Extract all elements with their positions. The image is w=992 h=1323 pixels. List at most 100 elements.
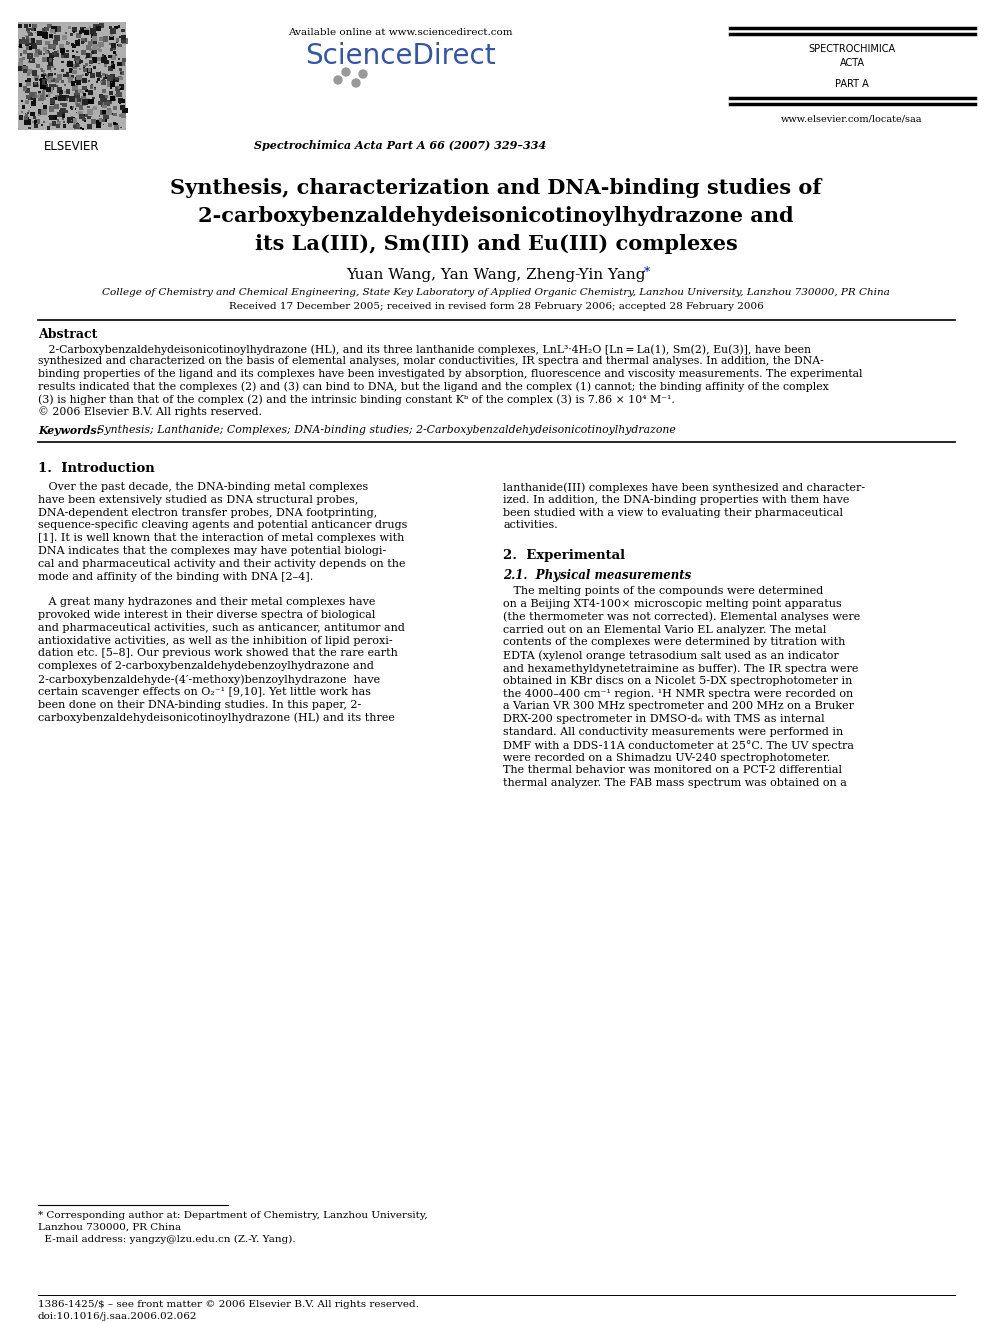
Bar bbox=[34, 123, 36, 124]
Bar bbox=[26, 38, 31, 42]
Circle shape bbox=[359, 70, 367, 78]
Bar bbox=[52, 58, 54, 61]
Bar bbox=[99, 94, 102, 98]
Bar bbox=[94, 87, 95, 89]
Bar bbox=[48, 24, 52, 28]
Bar bbox=[83, 66, 85, 69]
Text: lanthanide(III) complexes have been synthesized and character-: lanthanide(III) complexes have been synt… bbox=[503, 482, 865, 492]
Bar bbox=[43, 28, 47, 32]
Bar bbox=[122, 107, 128, 114]
Bar bbox=[32, 102, 35, 105]
Bar bbox=[32, 102, 36, 106]
Text: Abstract: Abstract bbox=[38, 328, 97, 341]
Bar bbox=[93, 24, 99, 30]
Bar bbox=[98, 118, 102, 122]
Bar bbox=[70, 106, 72, 108]
Bar bbox=[62, 112, 65, 115]
Bar bbox=[99, 22, 104, 28]
Text: synthesized and characterized on the basis of elemental analyses, molar conducti: synthesized and characterized on the bas… bbox=[38, 356, 823, 366]
Bar bbox=[39, 90, 41, 94]
Bar bbox=[52, 26, 58, 32]
Bar bbox=[61, 95, 66, 101]
Bar bbox=[99, 127, 101, 128]
Bar bbox=[60, 94, 62, 97]
Bar bbox=[122, 38, 128, 44]
Bar bbox=[73, 122, 75, 124]
Bar bbox=[91, 108, 93, 110]
Bar bbox=[98, 101, 103, 106]
Bar bbox=[30, 33, 33, 36]
Bar bbox=[72, 30, 74, 33]
Bar bbox=[66, 75, 70, 79]
Bar bbox=[72, 49, 74, 52]
Bar bbox=[114, 44, 116, 45]
Bar bbox=[66, 53, 69, 56]
Bar bbox=[54, 40, 58, 45]
Bar bbox=[62, 54, 64, 58]
Bar bbox=[91, 34, 94, 38]
Bar bbox=[94, 107, 96, 108]
Bar bbox=[97, 49, 100, 50]
Bar bbox=[102, 119, 105, 122]
Bar bbox=[111, 56, 116, 61]
Bar bbox=[21, 111, 23, 114]
Bar bbox=[61, 81, 63, 83]
Bar bbox=[115, 86, 119, 90]
Bar bbox=[111, 46, 116, 50]
Bar bbox=[25, 34, 28, 37]
Bar bbox=[60, 48, 64, 53]
Text: Yuan Wang, Yan Wang, Zheng-Yin Yang: Yuan Wang, Yan Wang, Zheng-Yin Yang bbox=[346, 269, 646, 282]
Bar bbox=[112, 95, 116, 99]
Bar bbox=[82, 78, 87, 83]
Text: (3) is higher than that of the complex (2) and the intrinsic binding constant Kᵇ: (3) is higher than that of the complex (… bbox=[38, 394, 675, 405]
Bar bbox=[62, 103, 66, 107]
Bar bbox=[86, 53, 89, 56]
Bar bbox=[109, 101, 111, 102]
Bar bbox=[45, 110, 46, 111]
Bar bbox=[63, 74, 66, 77]
Bar bbox=[29, 46, 33, 50]
Bar bbox=[74, 90, 80, 95]
Bar bbox=[66, 116, 72, 123]
Bar bbox=[36, 85, 39, 87]
Bar bbox=[41, 124, 43, 127]
Bar bbox=[97, 57, 101, 61]
Bar bbox=[75, 77, 80, 83]
Bar bbox=[101, 103, 104, 107]
Bar bbox=[32, 24, 36, 28]
Bar bbox=[119, 114, 122, 118]
Bar bbox=[62, 115, 64, 118]
Bar bbox=[85, 57, 87, 58]
Bar bbox=[105, 114, 108, 118]
Bar bbox=[22, 57, 25, 61]
Bar bbox=[120, 87, 122, 90]
Bar bbox=[59, 97, 62, 101]
Bar bbox=[119, 102, 121, 103]
Bar bbox=[110, 87, 112, 89]
Bar bbox=[18, 22, 126, 130]
Bar bbox=[84, 119, 85, 120]
Bar bbox=[85, 64, 88, 66]
Bar bbox=[18, 62, 23, 66]
Bar bbox=[83, 94, 86, 97]
Bar bbox=[35, 53, 39, 57]
Bar bbox=[66, 73, 68, 75]
Text: Synthesis, characterization and DNA-binding studies of: Synthesis, characterization and DNA-bind… bbox=[171, 179, 821, 198]
Text: 1386-1425/$ – see front matter © 2006 Elsevier B.V. All rights reserved.: 1386-1425/$ – see front matter © 2006 El… bbox=[38, 1301, 419, 1308]
Bar bbox=[39, 120, 40, 122]
Bar bbox=[91, 41, 97, 46]
Bar bbox=[62, 36, 67, 41]
Bar bbox=[33, 116, 36, 119]
Bar bbox=[81, 28, 83, 29]
Bar bbox=[51, 29, 55, 33]
Bar bbox=[43, 75, 45, 78]
Bar bbox=[91, 52, 93, 53]
Bar bbox=[47, 79, 49, 81]
Bar bbox=[38, 97, 42, 101]
Text: © 2006 Elsevier B.V. All rights reserved.: © 2006 Elsevier B.V. All rights reserved… bbox=[38, 406, 262, 417]
Bar bbox=[113, 50, 116, 54]
Bar bbox=[104, 65, 107, 67]
Bar bbox=[45, 81, 48, 83]
Bar bbox=[54, 52, 60, 57]
Text: 2-carboxybenzaldehydeisonicotinoylhydrazone and: 2-carboxybenzaldehydeisonicotinoylhydraz… bbox=[198, 206, 794, 226]
